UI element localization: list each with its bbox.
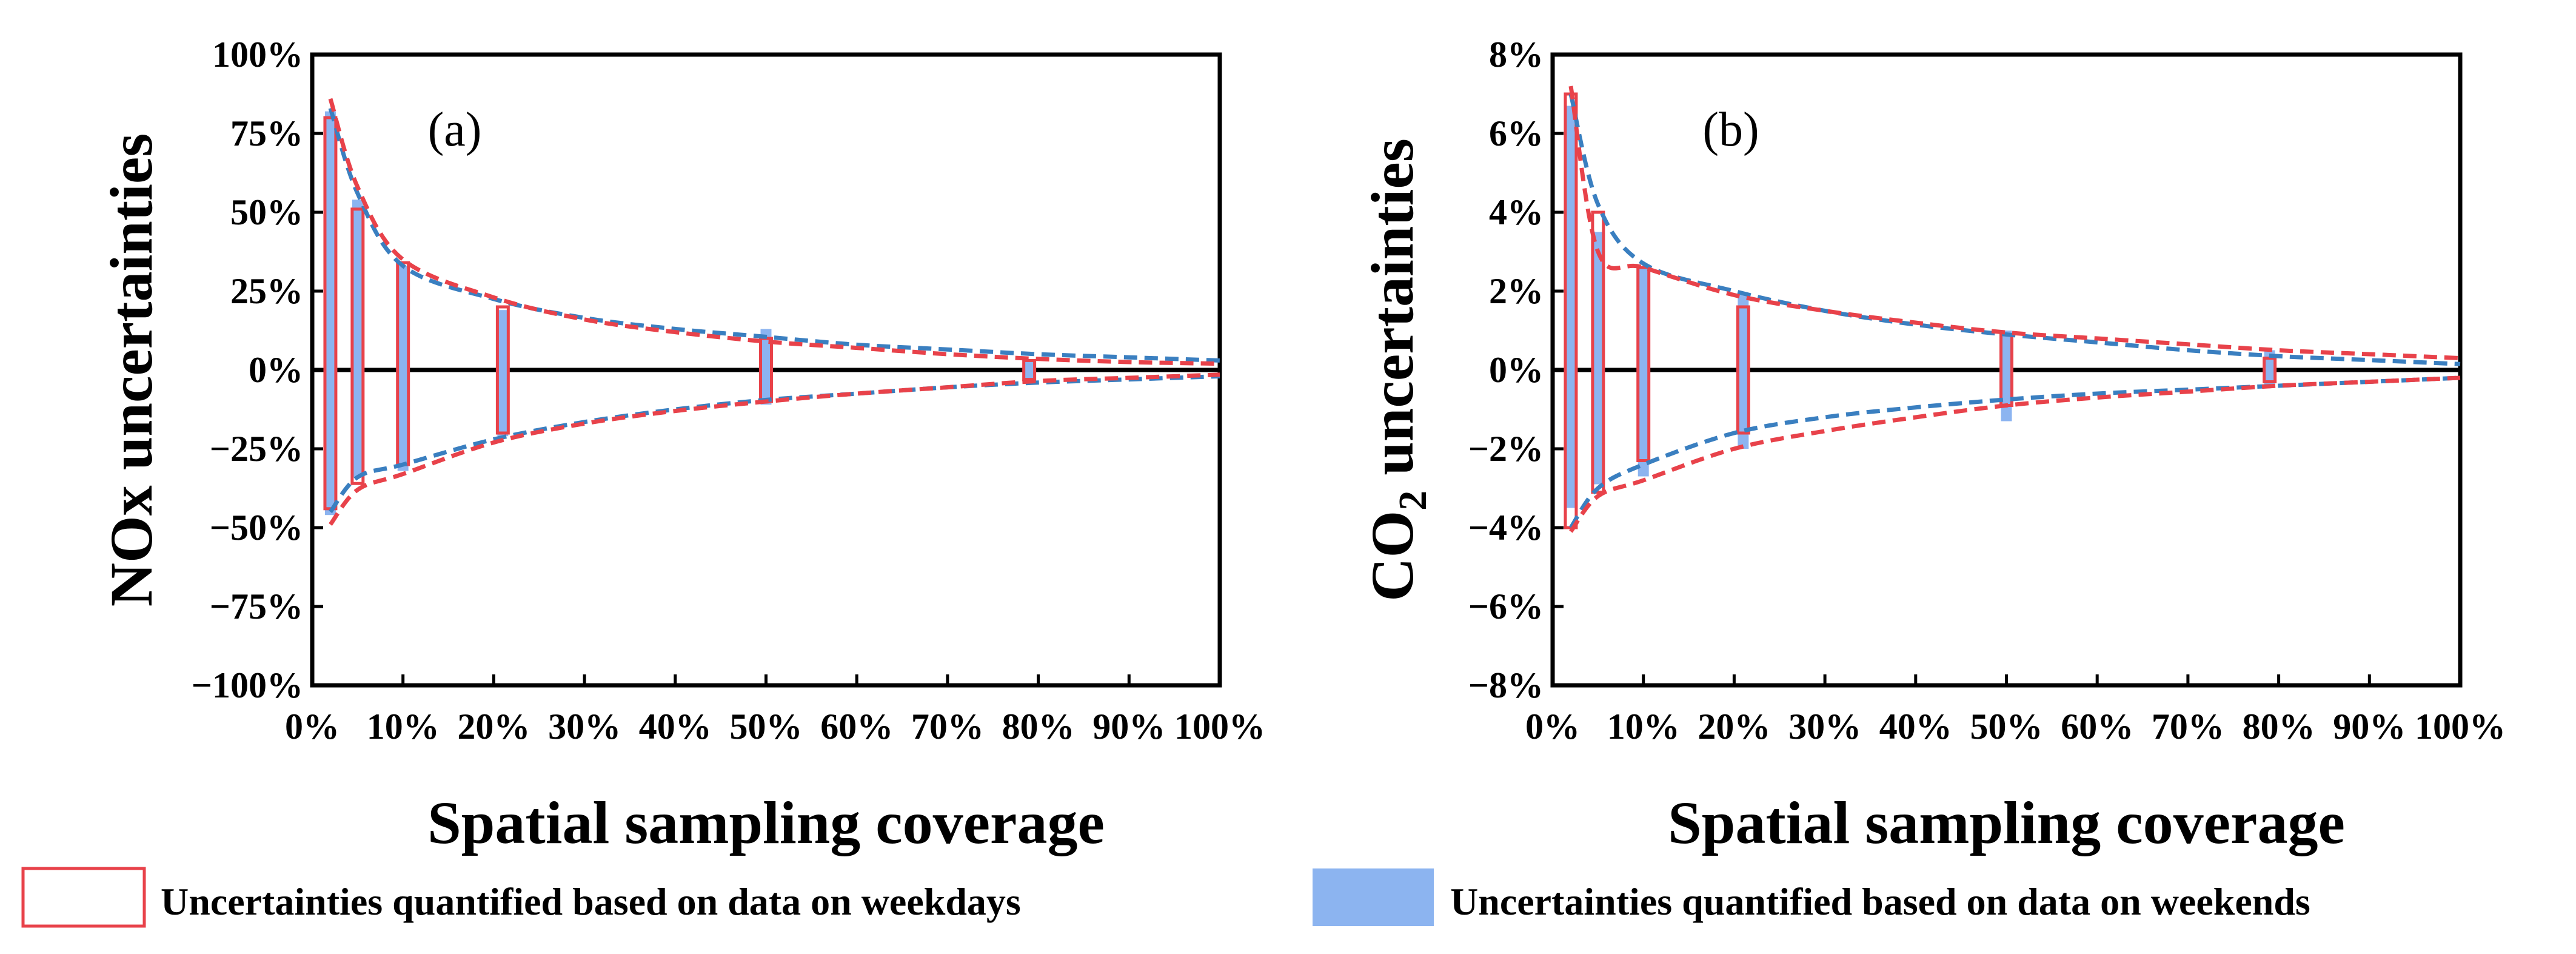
y-tick-label: −25% (210, 429, 303, 469)
x-tick-label: 30% (548, 707, 621, 747)
x-tick-label: 0% (285, 707, 340, 747)
x-tick-label: 10% (367, 707, 440, 747)
x-tick-label: 30% (1788, 707, 1861, 747)
panel-label: (a) (428, 103, 482, 156)
y-tick-label: −4% (1468, 508, 1544, 548)
x-tick-label: 40% (1879, 707, 1952, 747)
y-tick-label: −50% (210, 508, 303, 548)
x-tick-label: 20% (457, 707, 530, 747)
weekend-bar (497, 310, 509, 437)
weekday-curve-upper (1568, 86, 2461, 360)
weekday-curve-lower (1569, 375, 2461, 533)
weekend-bar (2001, 331, 2012, 422)
y-axis-title: CO2 uncertainties (1359, 138, 1435, 601)
x-tick-label: 0% (1525, 707, 1580, 747)
x-tick-label: 90% (1092, 707, 1165, 747)
x-tick-label: 50% (1970, 707, 2043, 747)
x-tick-label: 80% (2243, 707, 2315, 747)
x-tick-label: 80% (1002, 707, 1075, 747)
y-tick-label: −6% (1468, 586, 1544, 626)
x-tick-label: 60% (820, 707, 893, 747)
weekday-bar (1591, 210, 1605, 494)
weekday-bar (1736, 305, 1750, 435)
y-tick-label: 6% (1489, 113, 1544, 153)
y-tick-label: 0% (249, 350, 303, 390)
weekend-bar (324, 111, 336, 516)
y-tick-label: 75% (230, 113, 303, 153)
x-tick-label: 50% (730, 707, 803, 747)
weekday-bar (350, 207, 365, 485)
y-tick-label: 50% (230, 192, 303, 232)
weekday-bar (495, 305, 510, 435)
weekend-bar (1565, 106, 1576, 508)
x-tick-label: 100% (1174, 707, 1265, 747)
panel-b: 8%6%4%2%0%−2%−4%−6%−8%0% 10% 20% 30% 40% 50% 6… (1359, 35, 2506, 856)
y-tick-label: −100% (192, 665, 303, 705)
y-tick-label: 100% (212, 35, 303, 75)
weekend-bar (1023, 360, 1035, 380)
weekday-bar (2263, 357, 2277, 383)
x-axis-title: Spatial sampling coverage (1668, 789, 2345, 856)
y-tick-label: 2% (1489, 271, 1544, 311)
weekend-bar (397, 266, 409, 471)
weekend-curve-upper (328, 107, 1220, 363)
x-tick-label: 60% (2061, 707, 2133, 747)
legend-weekday-swatch (21, 867, 146, 928)
weekend-bar (1638, 267, 1649, 477)
legend-weekend-swatch (1313, 868, 1434, 926)
x-axis-title: Spatial sampling coverage (427, 789, 1105, 856)
y-tick-label: −8% (1468, 665, 1544, 705)
x-tick-label: 70% (2152, 707, 2224, 747)
weekday-curve-lower (329, 372, 1220, 526)
weekend-bar (1592, 232, 1604, 485)
x-tick-label: 70% (911, 707, 984, 747)
weekend-bar (1738, 295, 1749, 449)
panel-label: (b) (1702, 103, 1759, 156)
weekend-curve-lower (329, 374, 1220, 514)
legend-weekend-label: Uncertainties quantified based on data o… (1450, 880, 2310, 923)
weekday-bar (1636, 266, 1651, 462)
y-tick-label: 25% (230, 271, 303, 311)
x-tick-label: 20% (1698, 707, 1770, 747)
y-tick-label: 4% (1489, 192, 1544, 232)
weekend-bar (760, 329, 772, 405)
y-tick-label: −75% (210, 586, 303, 626)
x-tick-label: 100% (2415, 707, 2506, 747)
y-tick-label: −2% (1468, 429, 1544, 469)
legend: Uncertainties quantified based on data o… (21, 867, 2310, 928)
legend-weekday-label: Uncertainties quantified based on data o… (161, 880, 1021, 923)
y-tick-label: 8% (1489, 35, 1544, 75)
x-tick-label: 90% (2333, 707, 2406, 747)
weekend-bar (352, 200, 363, 477)
y-tick-label: 0% (1489, 350, 1544, 390)
panel-a: 100%75%50%25%0%−25%−50%−75%−100%0% 10% 20%… (98, 35, 1265, 856)
x-tick-label: 10% (1607, 707, 1680, 747)
weekday-curve-upper (328, 98, 1220, 366)
weekend-curve-lower (1569, 375, 2461, 529)
x-tick-label: 40% (639, 707, 712, 747)
y-axis-title: NOx uncertainties (98, 133, 165, 606)
